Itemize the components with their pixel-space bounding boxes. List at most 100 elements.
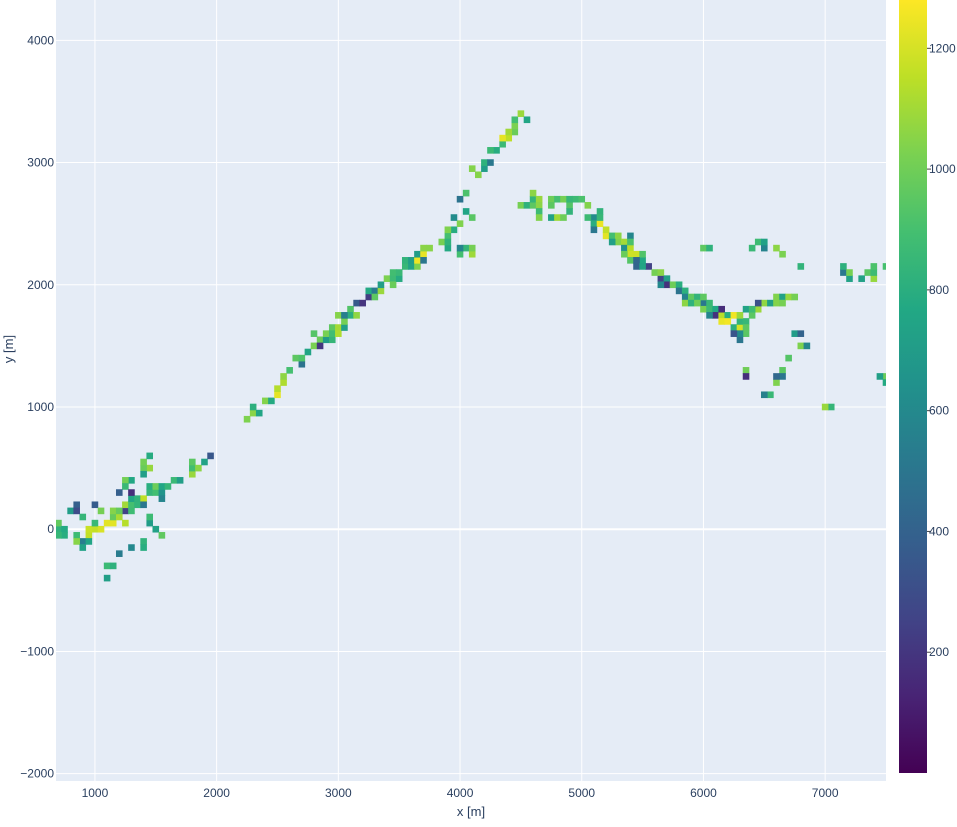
- heatmap-cell: [140, 458, 147, 466]
- heatmap-cell: [109, 507, 117, 515]
- heatmap-cell: [103, 519, 111, 527]
- heatmap-cell: [675, 287, 683, 295]
- heatmap-cell: [444, 238, 452, 246]
- heatmap-cell: [103, 562, 111, 570]
- heatmap-cell: [779, 250, 786, 258]
- heatmap-cell: [499, 140, 506, 148]
- heatmap-cell: [736, 324, 744, 331]
- heatmap-cell: [450, 226, 458, 234]
- heatmap-cell: [292, 354, 300, 362]
- heatmap-cell: [572, 195, 579, 203]
- heatmap-cell: [523, 116, 531, 124]
- heatmap-cell: [712, 312, 719, 319]
- heatmap-cell: [761, 299, 768, 307]
- heatmap-cell: [79, 513, 87, 521]
- heatmap-cell: [730, 324, 738, 331]
- heatmap-cell: [742, 373, 750, 380]
- heatmap-cell: [669, 281, 677, 289]
- heatmap-cell: [584, 202, 592, 209]
- heatmap-cell: [462, 244, 470, 252]
- heatmap-cell: [791, 330, 799, 337]
- heatmap-cell: [128, 507, 135, 515]
- heatmap-cell: [170, 477, 178, 484]
- heatmap-cell: [882, 379, 886, 386]
- heatmap-cell: [767, 391, 774, 399]
- colorbar-tick-label: 200: [929, 645, 949, 659]
- heatmap-cell: [79, 538, 87, 545]
- y-tick-label: −1000: [20, 644, 54, 658]
- heatmap-cell: [596, 220, 604, 227]
- colorbar-tick-label: 600: [929, 404, 949, 418]
- heatmap-cell: [152, 525, 160, 533]
- heatmap-cell: [128, 477, 135, 484]
- heatmap-cell: [353, 299, 360, 307]
- heatmap-cell: [621, 244, 628, 252]
- heatmap-cell: [687, 299, 695, 307]
- heatmap-cell: [158, 495, 166, 502]
- heatmap-cell: [535, 208, 543, 215]
- heatmap-cell: [560, 214, 567, 221]
- y-tick-label: 0: [47, 522, 54, 536]
- heatmap-cell: [420, 244, 427, 252]
- heatmap-cell: [274, 385, 281, 392]
- heatmap-cell: [444, 244, 452, 252]
- heatmap-cell: [481, 159, 488, 166]
- heatmap-cell: [748, 312, 756, 319]
- heatmap-cell: [456, 244, 464, 252]
- heatmap-cell: [840, 269, 847, 276]
- heatmap-cell: [657, 269, 665, 276]
- heatmap-cell: [754, 299, 762, 307]
- heatmap-cell: [456, 250, 464, 258]
- colorbar-tick-label: 1200: [929, 41, 956, 55]
- heatmap-cell: [134, 495, 141, 502]
- heatmap-cell: [736, 318, 744, 325]
- heatmap-cell: [706, 244, 713, 252]
- colorbar: 200 400 600 800 1000 1200: [899, 0, 956, 773]
- heatmap-cell: [462, 208, 470, 215]
- heatmap-cell: [608, 232, 616, 240]
- heatmap-cell: [79, 544, 87, 551]
- heatmap-cell: [377, 281, 385, 289]
- heatmap-cell: [456, 220, 464, 227]
- heatmap-cell: [742, 305, 750, 313]
- heatmap-cell: [633, 250, 640, 258]
- heatmap-cell: [864, 269, 872, 276]
- heatmap-cell: [773, 379, 780, 386]
- colorbar-gradient: [899, 0, 927, 773]
- heatmap-cell: [614, 232, 622, 240]
- heatmap-cell: [316, 342, 324, 350]
- heatmap-cell: [462, 189, 470, 197]
- heatmap-cell: [61, 525, 68, 533]
- heatmap-cell: [657, 281, 665, 289]
- heatmap-cell: [109, 519, 117, 527]
- heatmap-cell: [91, 525, 99, 533]
- heatmap-cell: [322, 336, 330, 344]
- heatmap-cell: [827, 403, 835, 411]
- heatmap-cell: [706, 312, 713, 319]
- heatmap-cell: [675, 281, 683, 289]
- heatmap-cell: [401, 257, 409, 264]
- heatmap-cell: [152, 489, 160, 496]
- heatmap-cell: [858, 275, 865, 282]
- heatmap-cell: [706, 299, 713, 307]
- heatmap-cell: [773, 293, 780, 301]
- heatmap-cell: [249, 403, 257, 411]
- x-axis-label: x [m]: [457, 804, 485, 819]
- heatmap-cell: [85, 532, 93, 539]
- heatmap-cell: [371, 287, 379, 295]
- heatmap-cell: [85, 538, 93, 545]
- heatmap-cell: [584, 214, 592, 221]
- heatmap-cell: [347, 305, 354, 313]
- heatmap-cell: [426, 244, 433, 252]
- heatmap-cell: [56, 525, 62, 533]
- heatmap-cell: [840, 263, 847, 270]
- y-tick-label: −2000: [20, 767, 54, 781]
- y-tick-label: 3000: [27, 156, 54, 170]
- heatmap-cell: [761, 238, 768, 246]
- heatmap-cell: [122, 501, 129, 509]
- heatmap-cell: [882, 373, 886, 380]
- heatmap-cell: [566, 202, 573, 209]
- heatmap-cell: [189, 470, 196, 478]
- heatmap-cell: [122, 477, 129, 484]
